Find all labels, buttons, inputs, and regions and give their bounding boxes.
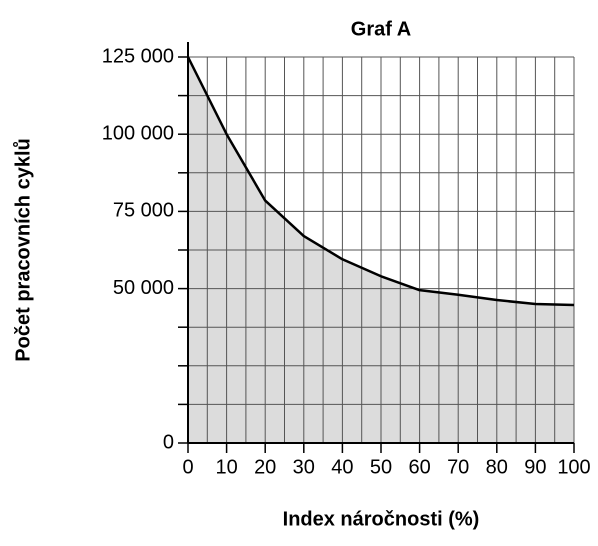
x-tick-label: 100 bbox=[557, 456, 590, 478]
x-tick-label: 80 bbox=[486, 456, 508, 478]
y-tick-label: 50 000 bbox=[113, 277, 174, 299]
x-tick-label: 70 bbox=[447, 456, 469, 478]
x-tick-label: 30 bbox=[293, 456, 315, 478]
x-tick-label: 40 bbox=[331, 456, 353, 478]
x-tick-label: 60 bbox=[408, 456, 430, 478]
line bbox=[186, 56, 575, 307]
x-tick-label: 20 bbox=[254, 456, 276, 478]
y-axis-label: Počet pracovních cyklů bbox=[12, 138, 34, 361]
x-tick-label: 10 bbox=[215, 456, 237, 478]
y-tick-label: 125 000 bbox=[102, 45, 174, 67]
chart-title: Graf A bbox=[351, 18, 411, 40]
x-tick-label: 50 bbox=[370, 456, 392, 478]
x-tick-label: 90 bbox=[524, 456, 546, 478]
x-axis-label: Index náročnosti (%) bbox=[283, 508, 480, 530]
y-tick-label: 75 000 bbox=[113, 200, 174, 222]
x-tick-label: 0 bbox=[182, 456, 193, 478]
y-tick-label: 0 bbox=[163, 431, 174, 453]
y-tick-label: 100 000 bbox=[102, 122, 174, 144]
